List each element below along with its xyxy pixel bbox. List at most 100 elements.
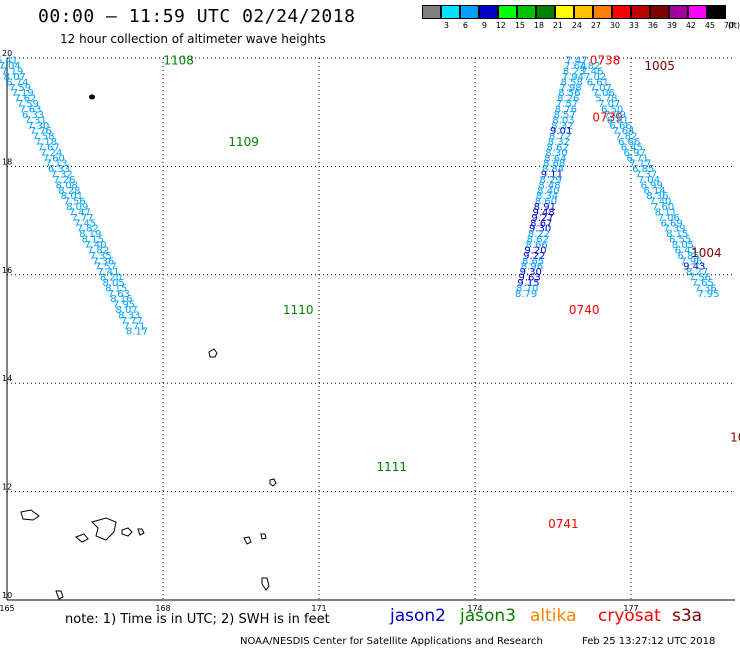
- island: [20, 509, 40, 521]
- wave-height-value: 8.07: [4, 72, 26, 83]
- wave-height-value: 8.84: [542, 164, 564, 175]
- wave-height-value: 7.24: [40, 148, 62, 159]
- wave-height-value: 7.96: [680, 256, 702, 267]
- latitude-tick-label: 14: [2, 374, 12, 383]
- wave-height-value: 7.67: [37, 142, 59, 153]
- wave-height-value: 9.43: [683, 262, 705, 273]
- longitude-tick-label: 168: [155, 604, 170, 613]
- wave-height-value: 8.56: [558, 88, 580, 99]
- color-scale-label: 36: [647, 21, 658, 30]
- wave-height-value: 7.26: [53, 175, 75, 186]
- wave-height-value: 6.61: [587, 77, 609, 88]
- track-s3a_left: 7.477.648.237.948.587.988.568.267.578.76…: [515, 54, 623, 531]
- color-scale-label: 12: [495, 21, 506, 30]
- wave-height-value: 8.57: [554, 110, 576, 121]
- wave-height-value: 7.82: [578, 61, 600, 72]
- wave-height-value: 9.22: [523, 251, 545, 262]
- wave-height-value: 6.33: [22, 110, 44, 121]
- wave-height-value: 8.23: [563, 67, 585, 78]
- wave-height-value: 9.27: [531, 213, 553, 224]
- color-scale-cell: [479, 5, 498, 19]
- wave-height-value: 7.35: [89, 251, 111, 262]
- pass-time-label: 0740: [569, 303, 600, 317]
- wave-height-value: 6.99: [641, 180, 663, 191]
- wave-height-value: 8.26: [557, 94, 579, 105]
- wave-height-value: 7.30: [27, 121, 49, 132]
- wave-height-value: 7.40: [649, 197, 671, 208]
- wave-height-value: 8.66: [525, 240, 547, 251]
- wave-height-value: 8.64: [544, 153, 566, 164]
- wave-height-value: 8.27: [686, 267, 708, 278]
- wave-height-value: 6.74: [6, 77, 28, 88]
- color-scale-cell: [441, 5, 460, 19]
- wave-height-value: 7.36: [694, 283, 716, 294]
- wave-height-value: 7.60: [43, 153, 65, 164]
- latitude-tick-label: 20: [2, 49, 12, 58]
- wave-height-value: 8.05: [672, 240, 694, 251]
- wave-height-value: 8.15: [666, 229, 688, 240]
- pass-time-label: 1005: [644, 59, 675, 73]
- wave-height-value: 7.47: [69, 207, 91, 218]
- wave-height-value: 7.40: [84, 240, 106, 251]
- island: [55, 590, 64, 600]
- wave-height-value: 8.28: [58, 186, 80, 197]
- wave-height-value: 7.71: [123, 321, 145, 332]
- legend-cryosat: cryosat: [598, 606, 661, 626]
- wave-height-value: 8.11: [655, 207, 677, 218]
- color-scale-cell: [536, 5, 555, 19]
- wave-height-value: 7.59: [17, 99, 39, 110]
- wave-height-value: 8.48: [538, 180, 560, 191]
- island: [269, 478, 277, 487]
- wave-height-value: 8.62: [527, 235, 549, 246]
- color-scale-label: 3: [443, 21, 449, 30]
- wave-height-value: 8.22: [528, 229, 550, 240]
- wave-height-value: 8.68: [543, 159, 565, 170]
- wave-height-value: 9.11: [541, 170, 563, 181]
- wave-height-value: 7.19: [1, 67, 23, 78]
- island: [75, 533, 89, 543]
- island: [260, 533, 267, 540]
- wave-height-value: 7.32: [50, 170, 72, 181]
- pass-time-label: 0738: [590, 54, 621, 68]
- color-scale-cell: [460, 5, 479, 19]
- map-grid: 165 168 171 174 177 20 18 16 14 12 10: [0, 49, 735, 613]
- wave-height-value: 7.31: [24, 115, 46, 126]
- latitude-tick-label: 10: [2, 591, 12, 600]
- wave-height-value: 6.43: [675, 245, 697, 256]
- wave-height-value: 7.62: [14, 94, 36, 105]
- wave-height-value: 7.04: [0, 61, 21, 72]
- wave-height-value: 7.65: [692, 278, 714, 289]
- wave-height-value: 8.79: [515, 289, 537, 300]
- island: [261, 577, 270, 591]
- wave-height-value: 7.57: [95, 262, 117, 273]
- wave-height-value: 8.17: [126, 327, 148, 338]
- legend-altika: altika: [530, 606, 577, 626]
- wave-height-value: 9.30: [529, 224, 551, 235]
- credit-text: NOAA/NESDIS Center for Satellite Applica…: [240, 636, 543, 647]
- color-scale-label: 70: [723, 21, 734, 30]
- wave-height-value: 7.17: [629, 159, 651, 170]
- legend-s3a: s3a: [672, 606, 703, 626]
- wave-height-value: 7.37: [635, 170, 657, 181]
- color-scale-cell: [593, 5, 612, 19]
- wave-height-value: 8.20: [100, 273, 122, 284]
- wave-height-value: 6.71: [626, 153, 648, 164]
- color-scale-label: 33: [628, 21, 639, 30]
- island: [137, 528, 145, 536]
- wave-height-value: 7.82: [76, 224, 98, 235]
- wave-height-value: 8.40: [537, 186, 559, 197]
- longitude-tick-label: 174: [467, 604, 482, 613]
- wave-height-value: 8.15: [82, 235, 104, 246]
- track-jason3: 6.417.047.198.076.747.597.197.627.597.63…: [0, 54, 407, 474]
- wave-height-value: 7.95: [113, 300, 135, 311]
- wave-height-value: 7.07: [590, 83, 612, 94]
- wave-height-value: 7.60: [652, 202, 674, 213]
- wave-height-value: 7.07: [598, 99, 620, 110]
- wave-height-value: 6.50: [601, 104, 623, 115]
- color-scale-cell: [707, 5, 726, 19]
- wave-height-value: 7.58: [32, 132, 54, 143]
- satellite-tracks: 6.417.047.198.076.747.597.197.627.597.63…: [0, 54, 740, 531]
- legend-jason2: jason2: [390, 606, 446, 626]
- wave-height-value: 9.48: [533, 207, 555, 218]
- pass-time-label: 0739: [592, 111, 623, 125]
